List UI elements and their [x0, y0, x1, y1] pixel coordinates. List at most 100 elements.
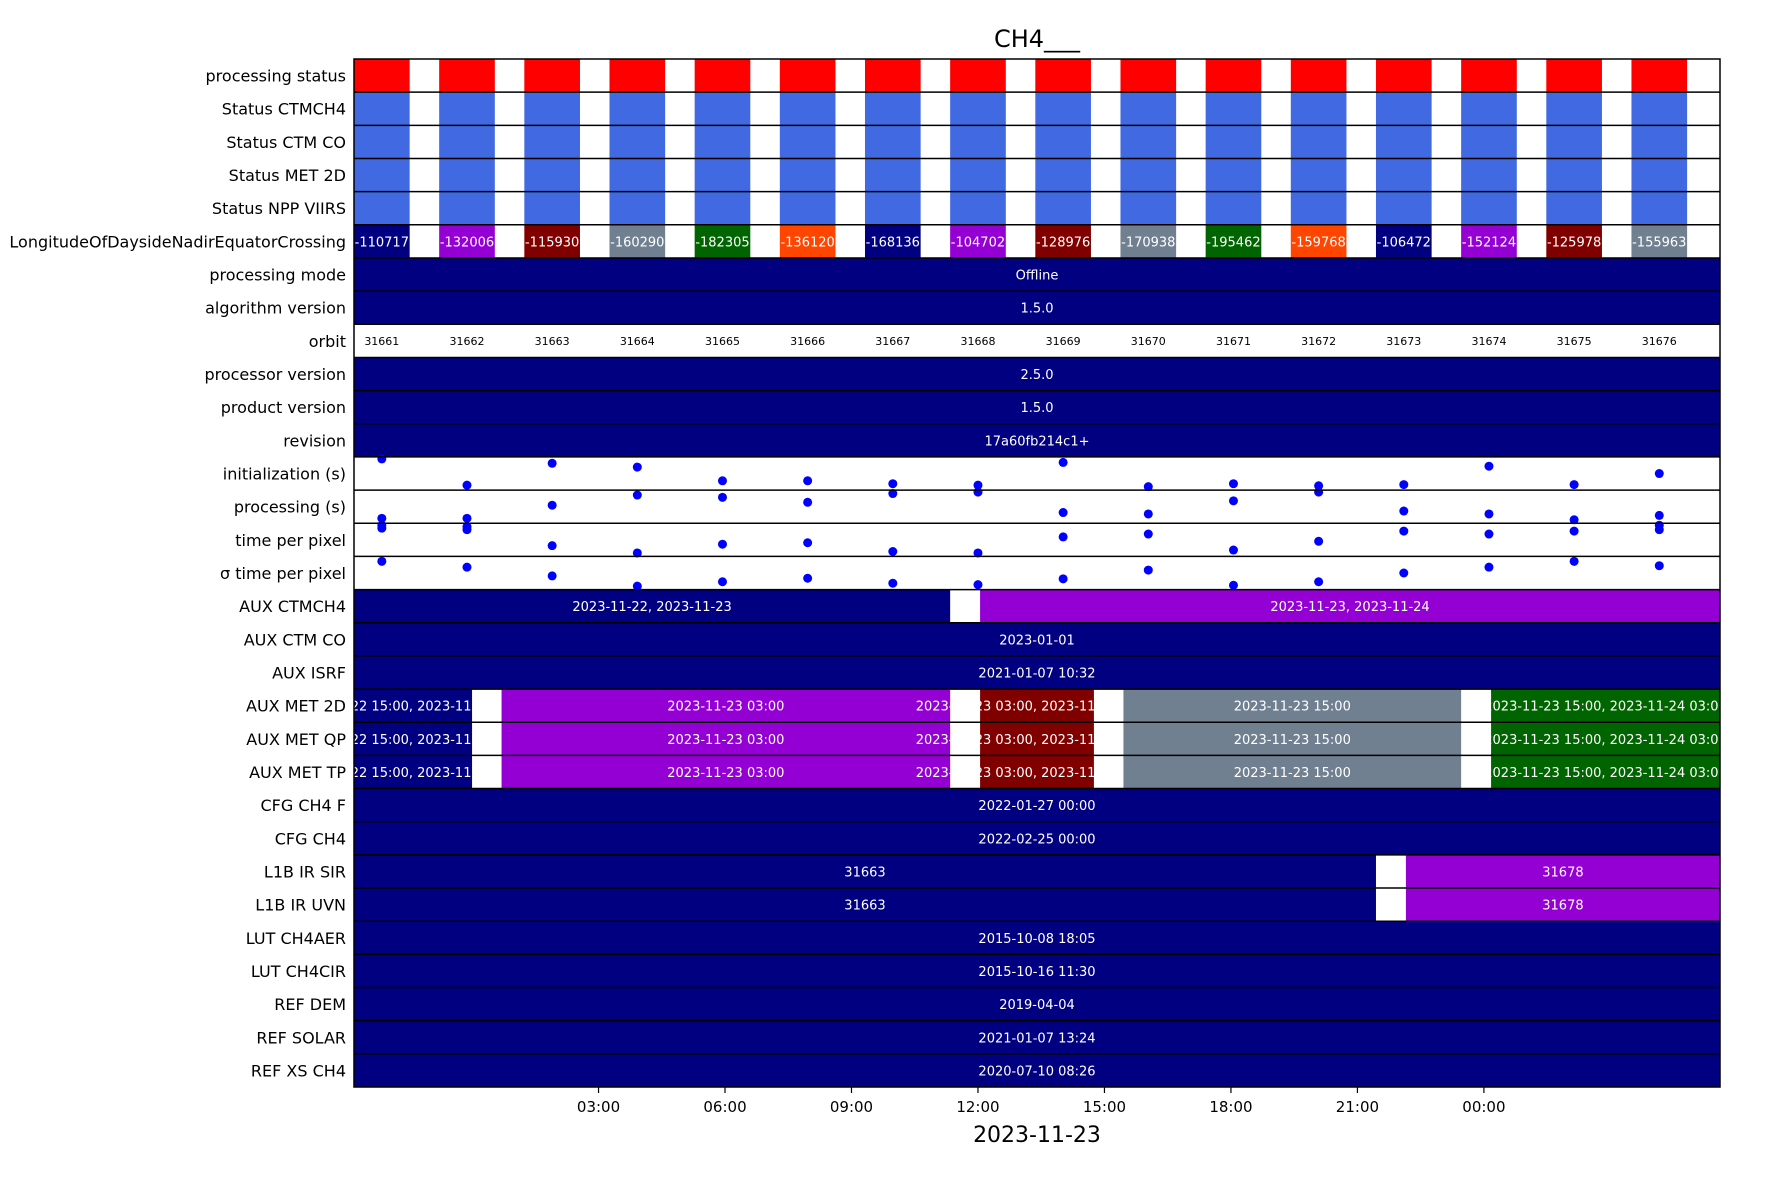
- segment-label: 31663: [844, 899, 885, 914]
- row-label: AUX CTMCH4: [239, 597, 346, 616]
- orbit-bar: [1546, 125, 1602, 159]
- segment-bar: [354, 722, 473, 756]
- orbit-bar: [864, 125, 921, 159]
- orbit-gap-label: 7: [1519, 235, 1527, 250]
- orbit-bar: [1375, 158, 1432, 192]
- data-point: [377, 520, 387, 530]
- x-axis-label: 2023-11-23: [973, 1123, 1101, 1148]
- orbit-bar: [779, 224, 836, 258]
- orbit-value-label: -128976: [1036, 235, 1090, 250]
- data-point: [1399, 506, 1409, 516]
- orbit-bar: [439, 125, 495, 159]
- value-bar: [354, 1020, 1720, 1054]
- orbit-value-label: -110717: [355, 235, 409, 250]
- x-axis: 03:00 06:00 09:00 12:00 15:00 18:00 21:00 00:00: [577, 1087, 1506, 1116]
- orbit-gap-label: 16: [412, 235, 429, 250]
- segment-bar: [354, 888, 1376, 922]
- orbit-bar: [864, 92, 921, 126]
- orbit-bar: [1120, 191, 1177, 225]
- value-bar: [354, 423, 1720, 457]
- data-point: [1143, 482, 1153, 492]
- value-bar: [354, 954, 1720, 988]
- data-point: [1569, 556, 1579, 566]
- segment-label: 2023-11-23 15:00, 2023-11-24 03:00: [1484, 733, 1727, 748]
- orbit-number-label: 31670: [1131, 335, 1166, 348]
- segment-bar: [354, 755, 473, 789]
- segment-bar: [1123, 689, 1462, 723]
- value-bar: [354, 390, 1720, 424]
- data-point: [1569, 526, 1579, 536]
- value-label: 2015-10-08 18:05: [978, 932, 1095, 947]
- orbit-bar: [950, 224, 1006, 258]
- value-bar: [354, 257, 1720, 292]
- orbit-number-label: 31673: [1386, 335, 1421, 348]
- orbit-bar: [1375, 125, 1432, 159]
- orbit-bar: [354, 92, 410, 126]
- data-point: [632, 490, 642, 500]
- chart-title: CH4___: [994, 25, 1081, 53]
- row-label: algorithm version: [205, 299, 346, 318]
- orbit-bar: [1546, 158, 1602, 192]
- orbit-bar: [1290, 92, 1347, 126]
- x-tick-label: 06:00: [703, 1098, 746, 1116]
- data-point: [717, 492, 727, 502]
- data-point: [547, 571, 557, 581]
- orbit-bar: [1375, 224, 1432, 258]
- row-label: Status CTMCH4: [222, 100, 346, 119]
- orbit-value-label: -136120: [780, 235, 834, 250]
- data-point: [1569, 515, 1579, 525]
- data-point: [1314, 487, 1324, 497]
- segment-label: 2023-11-23 15:00, 2023-11-24 03:00: [1484, 700, 1727, 715]
- orbit-bar: [1631, 125, 1688, 159]
- data-point: [1654, 561, 1664, 571]
- orbit-value-label: -155963: [1632, 235, 1686, 250]
- orbit-value-label: -159768: [1291, 235, 1345, 250]
- row-label: orbit: [309, 332, 346, 351]
- data-point: [973, 487, 983, 497]
- data-point: [1484, 509, 1494, 519]
- orbit-number-label: 31671: [1216, 335, 1251, 348]
- segment-label: 2023-11-23 03:00, 2023-11-23 15:00: [916, 700, 1159, 715]
- data-point: [803, 497, 813, 507]
- segment-bar: [1491, 722, 1720, 756]
- row-label: L1B IR UVN: [255, 896, 346, 915]
- orbit-bar: [864, 59, 921, 93]
- data-point: [1314, 536, 1324, 546]
- orbit-bar: [1631, 191, 1688, 225]
- orbit-bar: [1631, 92, 1688, 126]
- orbit-bar: [354, 125, 410, 159]
- orbit-gap-label: 16: [497, 235, 514, 250]
- row-label: initialization (s): [223, 465, 346, 484]
- orbit-value-label: -195462: [1206, 235, 1260, 250]
- orbit-gap-label: 6: [1434, 235, 1442, 250]
- orbit-bar: [1290, 191, 1347, 225]
- segment-label: 31678: [1542, 899, 1583, 914]
- segment-label: 31663: [844, 865, 885, 880]
- segment-bar: [1405, 888, 1720, 922]
- orbit-value-label: -170938: [1121, 235, 1175, 250]
- orbit-number-label: 31665: [705, 335, 740, 348]
- orbit-value-label: -168136: [866, 235, 920, 250]
- orbit-bar: [609, 59, 666, 93]
- orbit-bar: [779, 125, 836, 159]
- orbit-value-label: -160290: [610, 235, 664, 250]
- data-point: [973, 548, 983, 558]
- data-point: [547, 458, 557, 468]
- segment-bar: [501, 755, 951, 789]
- segment-label: 2023-11-22 15:00, 2023-11-23 03:00: [292, 766, 535, 781]
- segment-bar: [354, 589, 951, 623]
- data-point: [1314, 481, 1324, 491]
- data-point: [803, 476, 813, 486]
- orbit-bar: [1205, 224, 1262, 258]
- value-bar: [354, 921, 1720, 955]
- row-label: REF SOLAR: [256, 1028, 346, 1047]
- orbit-bar: [950, 158, 1006, 192]
- segment-bar: [1123, 755, 1462, 789]
- orbit-number-label: 31674: [1471, 335, 1506, 348]
- segment-label: 2023-11-23 03:00: [667, 733, 784, 748]
- segment-label: 2023-11-23 15:00: [1234, 733, 1351, 748]
- data-point: [1484, 461, 1494, 471]
- data-point: [1399, 526, 1409, 536]
- row-separators: [354, 91, 1720, 1055]
- row-label: time per pixel: [235, 531, 346, 550]
